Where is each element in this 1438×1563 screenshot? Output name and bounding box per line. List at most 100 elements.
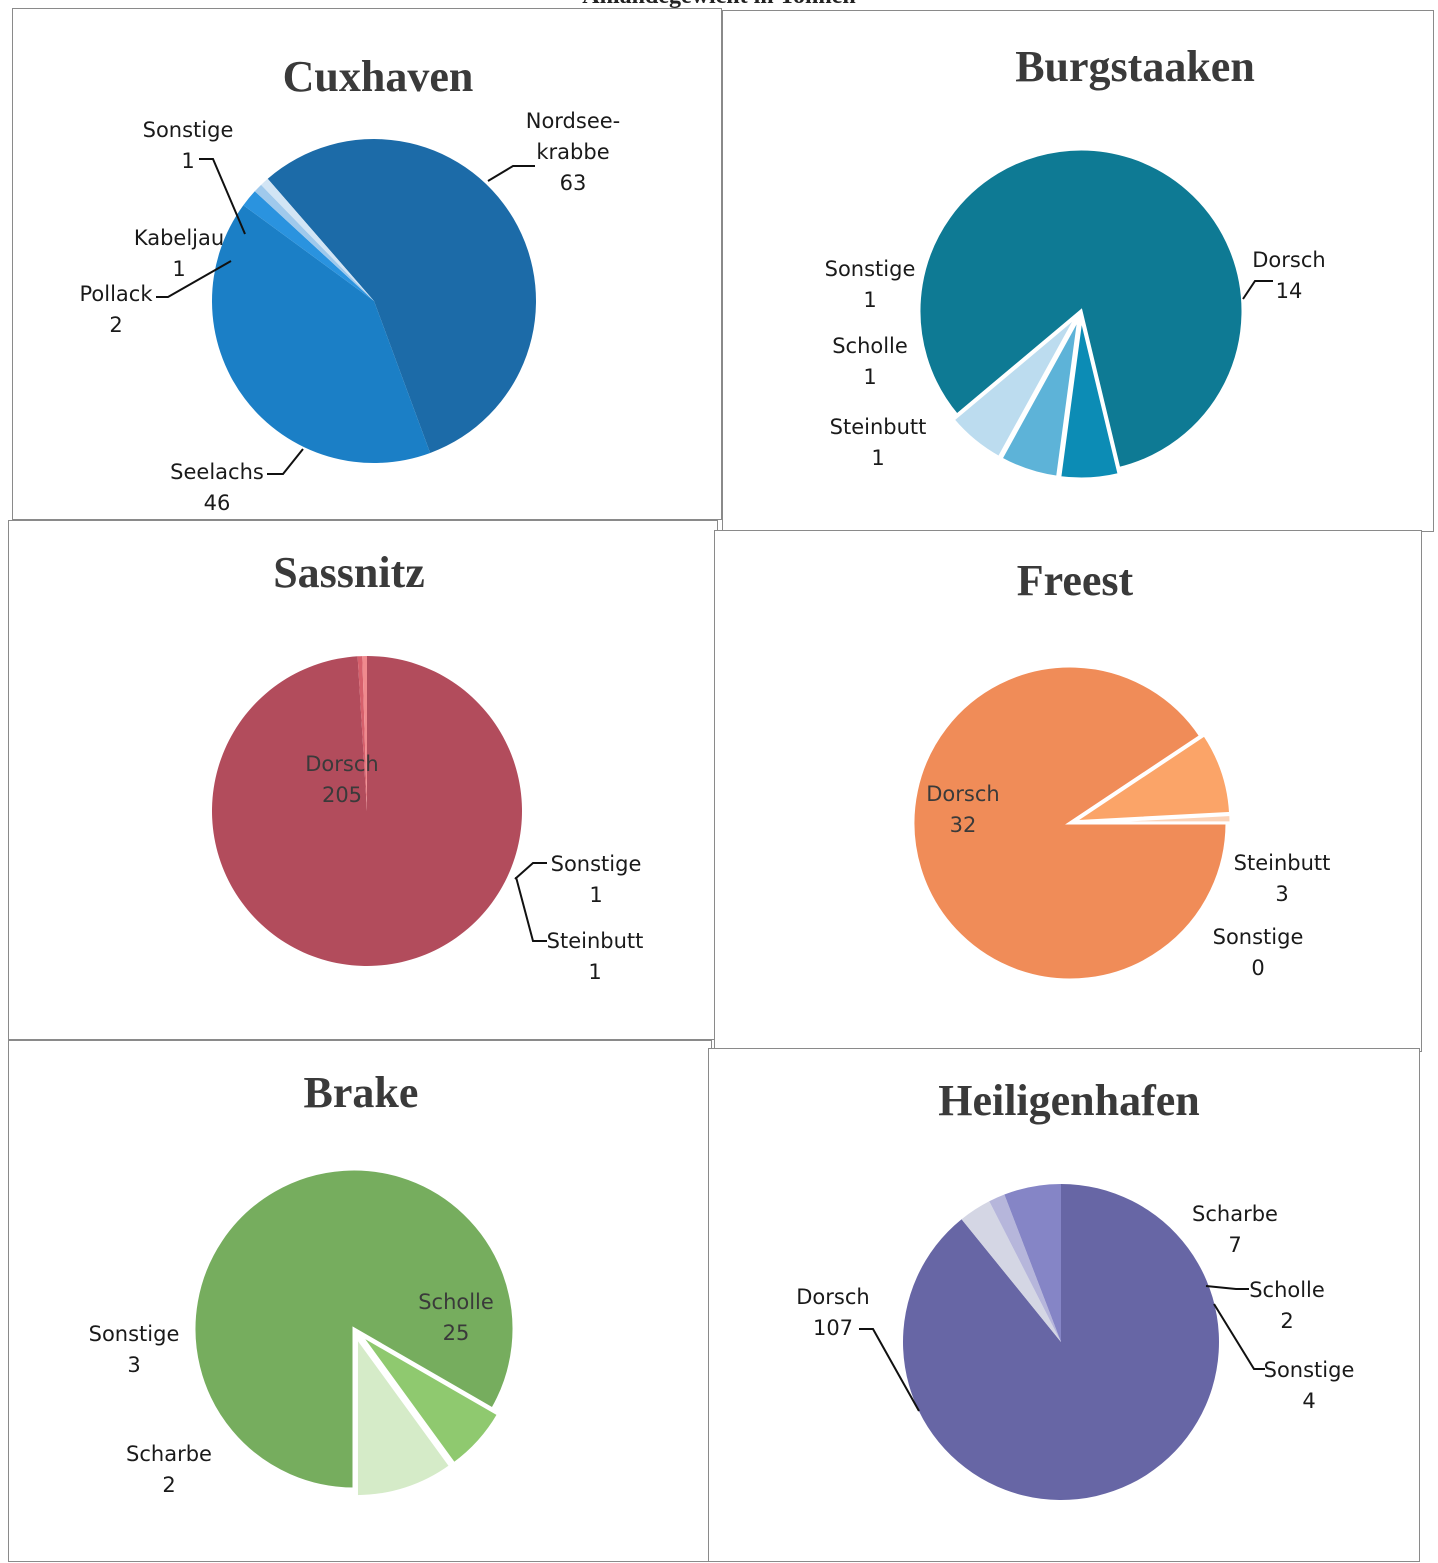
- chart-title: Heiligenhafen: [938, 1076, 1200, 1125]
- leader-line-sonstige: [1213, 1303, 1265, 1370]
- slice-value: 2: [1280, 1309, 1293, 1333]
- pie-slice-sonstige: [950, 314, 1079, 460]
- leader-line-pollack: [156, 260, 232, 298]
- slice-value: 1: [863, 288, 876, 312]
- slice-label-scharbe: Scharbe 2: [126, 1442, 212, 1497]
- pie-slice-sonstige: [261, 178, 374, 301]
- slice-label-sonstige: Sonstige 1: [825, 257, 916, 312]
- slice-label-text: Scholle: [1249, 1278, 1325, 1302]
- chart-title: Freest: [1017, 556, 1134, 605]
- slice-label-sonstige: Sonstige 1: [143, 118, 234, 173]
- slice-label-text: Sonstige: [1264, 1358, 1355, 1382]
- chart-panel-sassnitz: Sassnitz Dorsch 205 Sonstige 1 Steinbutt 1: [8, 520, 718, 1040]
- pie-slice-steinbutt: [1058, 316, 1122, 481]
- pie-slice-steinbutt: [362, 656, 367, 811]
- slice-label-scharbe: Scharbe 7: [1192, 1202, 1278, 1257]
- chart-title: Brake: [304, 1068, 419, 1117]
- slice-label-text: Scholle: [832, 334, 908, 358]
- pie-chart-brake: Brake Scholle 25 Scharbe 2 Sonstige 3: [89, 1068, 516, 1499]
- chart-panel-cuxhaven: Cuxhaven Nordsee-krabbe 63 Seelachs 46 Pollac…: [12, 8, 722, 520]
- leader-line-sonstige: [199, 158, 246, 235]
- slice-value: 4: [1302, 1389, 1315, 1413]
- slice-label-text: Scharbe: [126, 1442, 212, 1466]
- slice-value: 14: [1276, 279, 1303, 303]
- slice-label-sonstige: Sonstige 0: [1213, 925, 1304, 980]
- slice-label-text: Sonstige: [89, 1322, 180, 1346]
- pie-slice-sonstige: [961, 1201, 1061, 1342]
- page-title: Anlandegewicht in Tonnen: [0, 0, 1438, 8]
- slice-label-kabeljau: Kabeljau 1: [134, 226, 224, 281]
- slice-value: 205: [322, 783, 362, 807]
- slice-label-text: Seelachs: [170, 460, 264, 484]
- slice-label-text: Scharbe: [1192, 1202, 1278, 1226]
- slice-label-text: Sonstige: [143, 118, 234, 142]
- slice-label-dorsch: Dorsch 32: [926, 782, 999, 837]
- chart-panel-freest: Freest Dorsch 32 Steinbutt 3 Sonstige 0: [714, 530, 1422, 1052]
- slice-label-steinbutt: Steinbutt 1: [830, 415, 927, 470]
- pie-slice-sonstige: [1073, 812, 1233, 825]
- slice-label-text: Dorsch: [796, 1285, 869, 1309]
- slice-label-text: Steinbutt: [547, 929, 644, 953]
- slice-label-scholle: Scholle 25: [418, 1290, 494, 1345]
- slice-label-text: Nordsee-: [526, 109, 621, 133]
- pie-slice-sonstige: [354, 1331, 453, 1499]
- slice-label-text: Dorsch: [305, 752, 378, 776]
- slice-label-text: Kabeljau: [134, 226, 224, 250]
- slice-value: 3: [1275, 882, 1288, 906]
- leader-line-dorsch: [859, 1328, 920, 1412]
- slice-label-steinbutt: Steinbutt 1: [547, 929, 644, 984]
- leader-line-steinbutt: [515, 876, 547, 942]
- chart-title: Sassnitz: [273, 548, 425, 597]
- slice-value: 2: [109, 313, 122, 337]
- pie-slice-dorsch: [917, 147, 1245, 471]
- pie-slice-steinbutt: [1068, 732, 1233, 824]
- pie-chart-sassnitz: Sassnitz Dorsch 205 Sonstige 1 Steinbutt 1: [211, 548, 644, 984]
- slice-label-scholle: Scholle 1: [832, 334, 908, 389]
- pie-slice-seelachs: [212, 205, 431, 464]
- pie-slice-scholle: [192, 1167, 516, 1491]
- slice-label-text: Pollack: [79, 282, 153, 306]
- pie-slice-dorsch: [911, 664, 1229, 982]
- slice-value: 0: [1251, 956, 1264, 980]
- pie-slice-nordsee-krabbe: [267, 139, 536, 453]
- slice-label-nordsee-krabbe: Nordsee-krabbe 63: [526, 109, 621, 195]
- chart-panel-burgstaaken: Burgstaaken Dorsch 14 Steinbutt 1 Scholle 1 Son…: [722, 10, 1434, 532]
- slice-value: 1: [181, 149, 194, 173]
- leader-line-seelachs: [267, 448, 304, 475]
- slice-label-text: krabbe: [536, 140, 609, 164]
- pie-slice-scharbe: [1004, 1184, 1061, 1342]
- slice-label-pollack: Pollack 2: [79, 282, 153, 337]
- slice-label-dorsch: Dorsch 107: [796, 1285, 869, 1340]
- leader-line-nordsee-krabbe: [487, 165, 535, 182]
- slice-label-steinbutt: Steinbutt 3: [1234, 851, 1331, 906]
- slice-label-dorsch: Dorsch 205: [305, 752, 378, 807]
- pie-slice-scholle: [989, 1194, 1061, 1342]
- chart-panel-heiligenhafen: Heiligenhafen Dorsch 107 Sonstige 4 Scholle 2 S…: [708, 1048, 1420, 1562]
- slice-label-sonstige: Sonstige 4: [1264, 1358, 1355, 1413]
- pie-slice-scharbe: [358, 1333, 501, 1466]
- slice-label-scholle: Scholle 2: [1249, 1278, 1325, 1333]
- slice-label-text: Scholle: [418, 1290, 494, 1314]
- slice-value: 1: [172, 257, 185, 281]
- slice-label-text: Steinbutt: [830, 415, 927, 439]
- slice-label-dorsch: Dorsch 14: [1252, 248, 1325, 303]
- pie-slice-pollack: [243, 191, 374, 301]
- slice-value: 25: [443, 1321, 470, 1345]
- slice-value: 1: [589, 883, 602, 907]
- chart-title: Burgstaaken: [1015, 42, 1255, 91]
- slice-label-text: Dorsch: [926, 782, 999, 806]
- slice-value: 32: [950, 813, 977, 837]
- pie-chart-freest: Freest Dorsch 32 Steinbutt 3 Sonstige 0: [911, 556, 1331, 982]
- slice-label-sonstige: Sonstige 1: [551, 852, 642, 907]
- slice-value: 107: [813, 1316, 853, 1340]
- slice-label-text: Sonstige: [825, 257, 916, 281]
- slice-value: 3: [127, 1353, 140, 1377]
- slice-label-text: Dorsch: [1252, 248, 1325, 272]
- slice-label-text: Sonstige: [551, 852, 642, 876]
- slice-value: 46: [204, 491, 231, 515]
- chart-title: Cuxhaven: [283, 52, 474, 101]
- slice-value: 1: [863, 365, 876, 389]
- pie-slice-sonstige: [357, 656, 367, 811]
- slice-label-text: Steinbutt: [1234, 851, 1331, 875]
